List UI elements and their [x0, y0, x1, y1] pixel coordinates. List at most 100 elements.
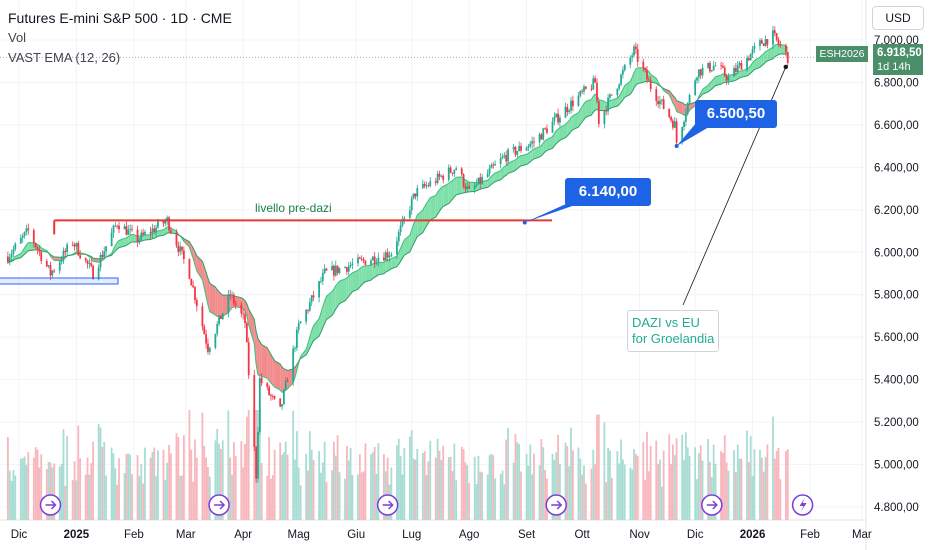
- volume-bar: [286, 454, 289, 520]
- volume-bar: [659, 459, 661, 520]
- volume-legend[interactable]: Vol: [8, 30, 27, 45]
- volume-bar: [373, 446, 376, 520]
- candle-body: [710, 70, 713, 72]
- ema-legend[interactable]: VAST EMA (12, 26): [8, 50, 121, 65]
- volume-bar: [649, 445, 652, 520]
- currency-button[interactable]: USD: [872, 6, 924, 30]
- volume-bar: [53, 463, 56, 520]
- dividend-event-icon[interactable]: [39, 494, 62, 516]
- volume-bar: [51, 467, 54, 520]
- candle-body: [118, 225, 120, 230]
- volume-bar: [162, 449, 165, 520]
- candle-body: [772, 30, 774, 45]
- price-axis[interactable]: 7.000,006.800,006.600,006.400,006.200,00…: [874, 35, 919, 514]
- ema-segment: [282, 366, 284, 393]
- ema-segment: [346, 276, 349, 299]
- volume-bar: [462, 449, 465, 520]
- earnings-event-icon[interactable]: [791, 494, 814, 516]
- volume-bar: [157, 450, 159, 520]
- ema-segment: [378, 262, 384, 275]
- volume-bar: [14, 475, 17, 520]
- volume-bar: [110, 447, 113, 520]
- candle-body: [722, 66, 724, 68]
- candle-body: [738, 63, 741, 66]
- candle-body: [633, 46, 635, 56]
- volume-bar: [92, 441, 94, 520]
- candle-body: [229, 294, 232, 296]
- candle-body: [125, 226, 128, 235]
- tariff-note[interactable]: DAZI vs EU for Groelandia: [627, 310, 720, 352]
- candle-body: [53, 270, 56, 272]
- candle-body: [136, 229, 139, 243]
- volume-bar: [131, 474, 133, 520]
- volume-bar: [396, 445, 398, 520]
- volume-bar: [540, 439, 543, 520]
- ema-segment: [217, 289, 220, 317]
- candle-body: [564, 106, 567, 118]
- ema-segment: [580, 106, 583, 125]
- ema-segment: [243, 298, 245, 312]
- ema-segment: [741, 68, 748, 78]
- candle-body: [551, 121, 554, 133]
- candle-body: [492, 164, 495, 166]
- candles: [6, 25, 789, 483]
- candle-body: [201, 306, 204, 327]
- callout-6500[interactable]: 6.500,50: [695, 100, 777, 128]
- candle-body: [323, 268, 326, 274]
- volume-bar: [36, 449, 39, 520]
- callout-6140[interactable]: 6.140,00: [565, 178, 651, 206]
- volume-bar: [714, 463, 717, 520]
- candle-body: [60, 260, 63, 263]
- ema-segment: [689, 102, 696, 111]
- candle-body: [27, 228, 30, 231]
- ema-segment: [519, 155, 522, 168]
- dividend-event-icon[interactable]: [545, 494, 567, 516]
- note-line-1: DAZI vs EU: [632, 315, 700, 330]
- candle-body: [659, 100, 661, 105]
- volume-bar: [759, 449, 761, 520]
- candle-body: [34, 243, 37, 248]
- volume-bar: [455, 480, 458, 520]
- symbol-title[interactable]: Futures E-mini S&P 500 · 1D · CME: [8, 10, 232, 26]
- event-icons[interactable]: [39, 494, 814, 516]
- volume-bar: [149, 457, 152, 520]
- candle-body: [655, 89, 658, 101]
- candle-body: [162, 221, 165, 224]
- candle-body: [32, 230, 35, 244]
- volume-bar: [662, 450, 665, 520]
- volume-bar: [153, 447, 156, 520]
- volume-bar: [544, 469, 546, 520]
- dividend-event-icon[interactable]: [376, 494, 399, 516]
- volume-bar: [292, 410, 295, 520]
- volume-bar: [164, 479, 167, 520]
- candle-body: [746, 57, 748, 70]
- candle-body: [477, 177, 480, 185]
- support-box: [0, 277, 119, 285]
- arrow-right-icon: [214, 500, 226, 510]
- candle-body: [707, 62, 710, 68]
- volume-bar: [231, 474, 233, 520]
- volume-bar: [464, 462, 467, 520]
- candle-body: [462, 174, 465, 187]
- ema-segment: [209, 283, 216, 316]
- volume-bar: [594, 464, 597, 520]
- time-axis[interactable]: Dic 2025 Feb Mar Apr Mag Giu Lug Ago Set Ott Nov Dic…: [11, 529, 872, 541]
- candle-body: [466, 186, 469, 190]
- volume-bar: [772, 416, 774, 520]
- volume-bar: [66, 435, 69, 520]
- ema-segment: [559, 124, 566, 141]
- ema-segment: [556, 129, 559, 144]
- volume-bar: [403, 447, 406, 520]
- dividend-event-icon[interactable]: [701, 494, 723, 516]
- volume-bar: [494, 478, 496, 520]
- ema-segment: [280, 364, 283, 393]
- volume-bar: [616, 451, 619, 520]
- ema-segment: [526, 153, 529, 165]
- candle-body: [473, 185, 476, 189]
- volume-bar: [234, 455, 237, 520]
- candle-body: [468, 186, 471, 189]
- time-tick-label: Mag: [288, 529, 310, 541]
- dividend-event-icon[interactable]: [208, 494, 230, 516]
- volume-bar: [299, 485, 302, 520]
